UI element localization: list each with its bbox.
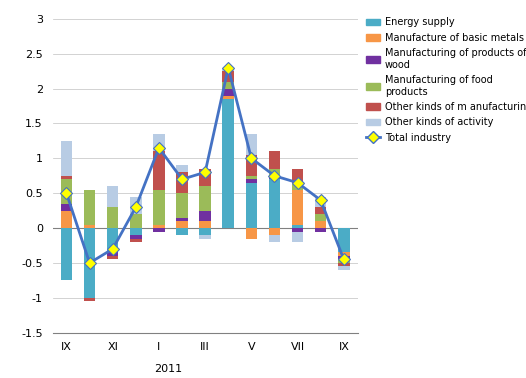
Bar	[153, 228, 165, 232]
Bar	[84, 298, 95, 301]
Bar	[269, 169, 280, 176]
Bar	[107, 228, 118, 253]
Bar	[60, 141, 72, 176]
X-axis label: 2011: 2011	[155, 364, 183, 374]
Bar	[222, 68, 234, 71]
Bar	[107, 186, 118, 207]
Bar	[315, 214, 327, 221]
Bar	[176, 172, 188, 193]
Bar	[315, 228, 327, 232]
Bar	[176, 218, 188, 221]
Bar	[269, 151, 280, 169]
Bar	[269, 228, 280, 235]
Bar	[130, 197, 141, 214]
Bar	[338, 228, 350, 253]
Bar	[199, 186, 211, 211]
Bar	[153, 225, 165, 228]
Bar	[338, 256, 350, 259]
Bar	[338, 259, 350, 263]
Bar	[292, 232, 304, 242]
Bar	[315, 197, 327, 207]
Bar	[153, 134, 165, 151]
Bar	[130, 228, 141, 235]
Bar	[199, 228, 211, 235]
Legend: Energy supply, Manufacture of basic metals, Manufacturing of products of
wood, M: Energy supply, Manufacture of basic meta…	[366, 17, 526, 143]
Bar	[246, 155, 257, 176]
Bar	[176, 193, 188, 218]
Bar	[292, 183, 304, 190]
Bar	[222, 96, 234, 99]
Bar	[338, 266, 350, 270]
Bar	[199, 221, 211, 228]
Bar	[199, 169, 211, 186]
Bar	[60, 211, 72, 228]
Bar	[60, 204, 72, 211]
Bar	[84, 190, 95, 225]
Bar	[130, 239, 141, 242]
Bar	[269, 176, 280, 179]
Bar	[292, 169, 304, 183]
Bar	[246, 228, 257, 239]
Bar	[338, 253, 350, 256]
Bar	[292, 225, 304, 228]
Bar	[315, 207, 327, 214]
Bar	[292, 228, 304, 232]
Bar	[292, 190, 304, 225]
Bar	[84, 228, 95, 298]
Bar	[107, 253, 118, 256]
Bar	[338, 263, 350, 266]
Bar	[222, 99, 234, 228]
Bar	[176, 165, 188, 172]
Bar	[60, 176, 72, 179]
Bar	[222, 82, 234, 88]
Bar	[130, 214, 141, 228]
Bar	[222, 88, 234, 96]
Bar	[60, 228, 72, 280]
Bar	[60, 179, 72, 204]
Bar	[153, 151, 165, 190]
Bar	[107, 256, 118, 259]
Bar	[246, 134, 257, 155]
Bar	[199, 211, 211, 221]
Bar	[176, 221, 188, 228]
Bar	[246, 183, 257, 228]
Bar	[222, 71, 234, 82]
Bar	[130, 235, 141, 239]
Bar	[246, 176, 257, 179]
Bar	[107, 207, 118, 228]
Bar	[153, 190, 165, 225]
Bar	[315, 221, 327, 228]
Bar	[176, 228, 188, 235]
Bar	[199, 235, 211, 239]
Bar	[84, 225, 95, 228]
Bar	[269, 235, 280, 242]
Bar	[269, 179, 280, 228]
Bar	[246, 179, 257, 183]
